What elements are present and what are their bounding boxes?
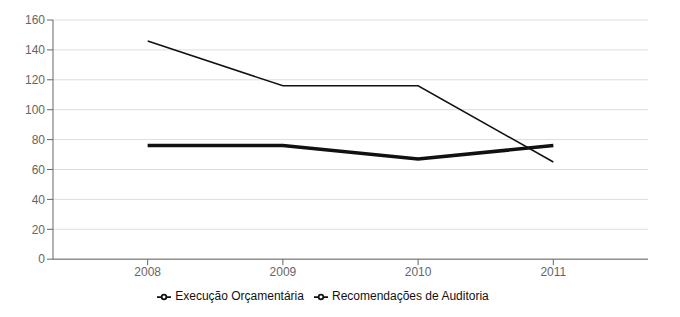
svg-text:2010: 2010	[405, 265, 432, 279]
svg-text:40: 40	[32, 193, 46, 207]
svg-text:20: 20	[32, 223, 46, 237]
svg-text:60: 60	[32, 163, 46, 177]
svg-text:2011: 2011	[540, 265, 566, 279]
svg-text:0: 0	[38, 252, 45, 266]
svg-text:100: 100	[25, 103, 45, 117]
svg-text:140: 140	[25, 43, 45, 57]
svg-text:120: 120	[25, 73, 45, 87]
html-text:Execução Orçamentária: Execução Orçamentária	[175, 289, 304, 304]
svg-text:80: 80	[32, 133, 46, 147]
svg-text:160: 160	[25, 13, 45, 27]
html-text:Recomendações de Auditoria: Recomendações de Auditoria	[332, 289, 489, 304]
svg-text:2009: 2009	[270, 265, 297, 279]
svg-text:2008: 2008	[134, 265, 161, 279]
